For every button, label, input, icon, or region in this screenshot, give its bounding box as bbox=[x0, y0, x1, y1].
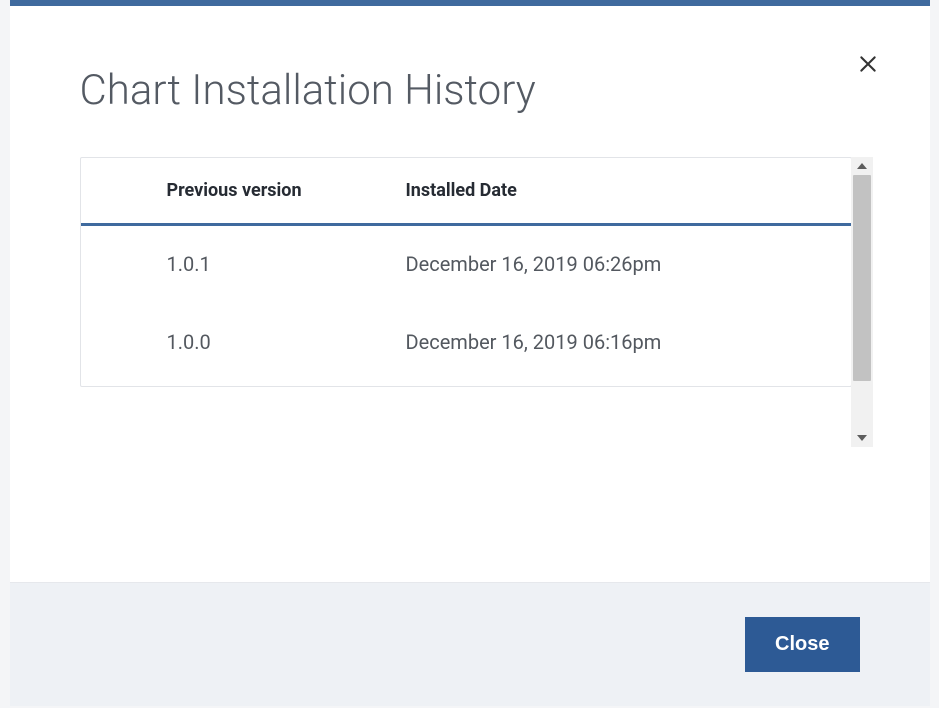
col-header-installed: Installed Date bbox=[406, 158, 851, 225]
modal-footer: Close bbox=[10, 582, 930, 706]
modal-title: Chart Installation History bbox=[80, 66, 860, 115]
cell-version: 1.0.0 bbox=[81, 302, 406, 380]
scroll-down-icon[interactable] bbox=[851, 429, 873, 447]
cell-version: 1.0.1 bbox=[81, 225, 406, 303]
close-button[interactable]: Close bbox=[745, 617, 859, 672]
col-header-version: Previous version bbox=[81, 158, 406, 225]
cell-installed: December 16, 2019 06:16pm bbox=[406, 302, 851, 380]
table-row: 1.0.1 December 16, 2019 06:26pm bbox=[81, 225, 851, 303]
cell-installed: December 16, 2019 06:26pm bbox=[406, 225, 851, 303]
scroll-area: Previous version Installed Date 1.0.1 De… bbox=[81, 158, 851, 386]
chart-install-history-modal: Chart Installation History Previous vers… bbox=[10, 0, 930, 706]
table-body: 1.0.1 December 16, 2019 06:26pm 1.0.0 De… bbox=[81, 225, 851, 381]
scrollbar-track bbox=[851, 157, 873, 447]
table-header-row: Previous version Installed Date bbox=[81, 158, 851, 225]
scroll-up-icon[interactable] bbox=[851, 157, 873, 175]
modal-body: Chart Installation History Previous vers… bbox=[10, 6, 930, 582]
history-table: Previous version Installed Date 1.0.1 De… bbox=[81, 158, 851, 380]
close-icon[interactable] bbox=[854, 50, 882, 78]
table-row: 1.0.0 December 16, 2019 06:16pm bbox=[81, 302, 851, 380]
history-table-container: Previous version Installed Date 1.0.1 De… bbox=[80, 157, 852, 387]
scrollbar-thumb[interactable] bbox=[853, 175, 871, 381]
